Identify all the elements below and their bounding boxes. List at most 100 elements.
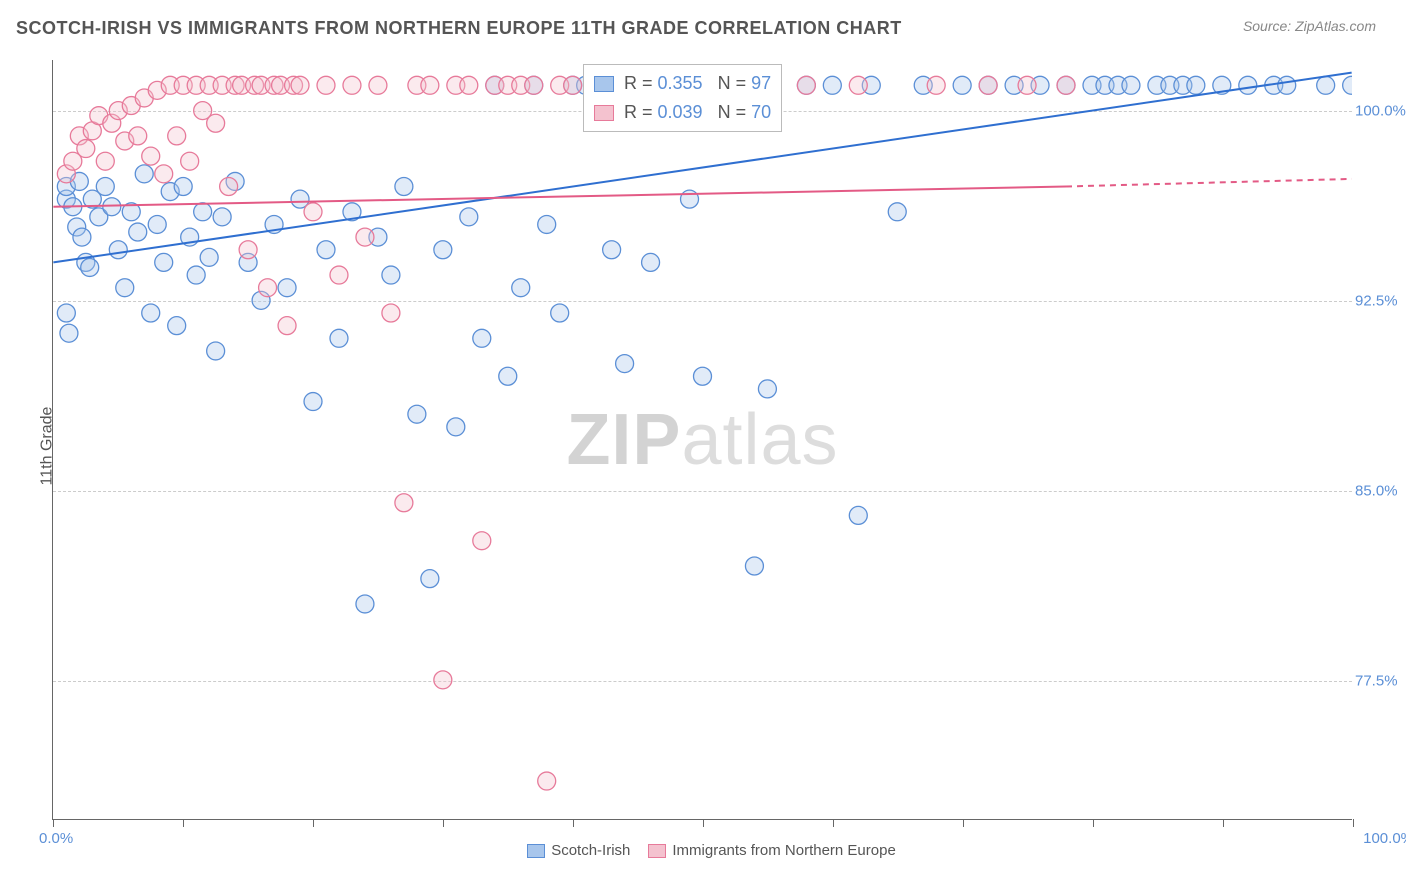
scatter-point-scotch_irish — [356, 595, 374, 613]
scatter-point-scotch_irish — [538, 215, 556, 233]
scatter-point-n_europe — [168, 127, 186, 145]
scatter-point-scotch_irish — [129, 223, 147, 241]
scatter-point-scotch_irish — [1239, 76, 1257, 94]
scatter-point-scotch_irish — [499, 367, 517, 385]
stats-n-value: 70 — [751, 102, 771, 122]
x-tick — [703, 819, 704, 827]
correlation-stats-box: R = 0.355 N = 97R = 0.039 N = 70 — [583, 64, 782, 132]
scatter-point-n_europe — [142, 147, 160, 165]
y-tick-label: 92.5% — [1355, 292, 1406, 309]
scatter-point-n_europe — [220, 178, 238, 196]
scatter-point-scotch_irish — [395, 178, 413, 196]
scatter-point-scotch_irish — [103, 198, 121, 216]
scatter-point-scotch_irish — [200, 248, 218, 266]
scatter-point-n_europe — [155, 165, 173, 183]
stats-row: R = 0.039 N = 70 — [594, 98, 771, 127]
scatter-point-n_europe — [343, 76, 361, 94]
scatter-point-scotch_irish — [148, 215, 166, 233]
scatter-point-n_europe — [278, 317, 296, 335]
scatter-point-scotch_irish — [642, 253, 660, 271]
legend-swatch-n_europe — [648, 844, 666, 858]
scatter-point-scotch_irish — [1317, 76, 1335, 94]
scatter-point-n_europe — [1057, 76, 1075, 94]
legend-label-n_europe: Immigrants from Northern Europe — [672, 842, 895, 859]
x-tick — [313, 819, 314, 827]
y-tick-label: 100.0% — [1355, 102, 1406, 119]
scatter-point-n_europe — [434, 671, 452, 689]
scatter-point-scotch_irish — [174, 178, 192, 196]
scatter-point-n_europe — [129, 127, 147, 145]
scatter-point-scotch_irish — [551, 304, 569, 322]
scatter-point-n_europe — [979, 76, 997, 94]
scatter-point-scotch_irish — [187, 266, 205, 284]
scatter-point-n_europe — [356, 228, 374, 246]
scatter-point-n_europe — [330, 266, 348, 284]
scatter-point-scotch_irish — [81, 258, 99, 276]
plot-area: ZIPatlas R = 0.355 N = 97R = 0.039 N = 7… — [52, 60, 1352, 820]
stats-n-label: N = — [718, 73, 752, 93]
trend-line-n_europe — [53, 187, 1066, 207]
scatter-point-n_europe — [395, 494, 413, 512]
scatter-point-scotch_irish — [96, 178, 114, 196]
scatter-point-n_europe — [382, 304, 400, 322]
scatter-point-scotch_irish — [421, 570, 439, 588]
scatter-point-n_europe — [797, 76, 815, 94]
x-tick — [963, 819, 964, 827]
scatter-point-scotch_irish — [758, 380, 776, 398]
scatter-point-scotch_irish — [849, 506, 867, 524]
scatter-point-n_europe — [304, 203, 322, 221]
scatter-point-scotch_irish — [330, 329, 348, 347]
source-attribution: Source: ZipAtlas.com — [1243, 18, 1376, 34]
x-tick — [183, 819, 184, 827]
stats-r-label: R = — [624, 102, 658, 122]
scatter-point-scotch_irish — [304, 393, 322, 411]
scatter-point-n_europe — [317, 76, 335, 94]
x-tick — [443, 819, 444, 827]
scatter-point-scotch_irish — [168, 317, 186, 335]
chart-title: SCOTCH-IRISH VS IMMIGRANTS FROM NORTHERN… — [16, 18, 902, 39]
scatter-point-scotch_irish — [194, 203, 212, 221]
scatter-point-scotch_irish — [382, 266, 400, 284]
scatter-point-n_europe — [181, 152, 199, 170]
scatter-point-scotch_irish — [434, 241, 452, 259]
x-axis-max-label: 100.0% — [1363, 830, 1406, 847]
stats-r-value: 0.039 — [658, 102, 703, 122]
y-tick-label: 77.5% — [1355, 672, 1406, 689]
legend-label-scotch_irish: Scotch-Irish — [551, 842, 630, 859]
x-tick — [1223, 819, 1224, 827]
scatter-point-scotch_irish — [60, 324, 78, 342]
scatter-point-n_europe — [927, 76, 945, 94]
source-label: Source: — [1243, 18, 1295, 34]
scatter-point-scotch_irish — [603, 241, 621, 259]
scatter-point-n_europe — [525, 76, 543, 94]
source-name: ZipAtlas.com — [1295, 18, 1376, 34]
scatter-point-n_europe — [259, 279, 277, 297]
scatter-point-scotch_irish — [512, 279, 530, 297]
scatter-point-n_europe — [564, 76, 582, 94]
scatter-point-scotch_irish — [1122, 76, 1140, 94]
scatter-point-scotch_irish — [447, 418, 465, 436]
scatter-point-scotch_irish — [1278, 76, 1296, 94]
y-tick-label: 85.0% — [1355, 482, 1406, 499]
scatter-point-n_europe — [538, 772, 556, 790]
x-tick — [833, 819, 834, 827]
stats-n-label: N = — [718, 102, 752, 122]
scatter-point-scotch_irish — [681, 190, 699, 208]
scatter-point-scotch_irish — [473, 329, 491, 347]
scatter-point-n_europe — [460, 76, 478, 94]
scatter-point-scotch_irish — [116, 279, 134, 297]
scatter-point-scotch_irish — [616, 355, 634, 373]
scatter-point-n_europe — [96, 152, 114, 170]
scatter-point-scotch_irish — [317, 241, 335, 259]
legend-bottom: Scotch-Irish Immigrants from Northern Eur… — [53, 842, 1352, 859]
scatter-point-scotch_irish — [213, 208, 231, 226]
stats-r-value: 0.355 — [658, 73, 703, 93]
scatter-point-scotch_irish — [888, 203, 906, 221]
scatter-point-scotch_irish — [207, 342, 225, 360]
scatter-point-n_europe — [421, 76, 439, 94]
scatter-point-scotch_irish — [460, 208, 478, 226]
scatter-point-scotch_irish — [745, 557, 763, 575]
scatter-point-n_europe — [1018, 76, 1036, 94]
legend-swatch-scotch_irish — [527, 844, 545, 858]
x-tick — [573, 819, 574, 827]
